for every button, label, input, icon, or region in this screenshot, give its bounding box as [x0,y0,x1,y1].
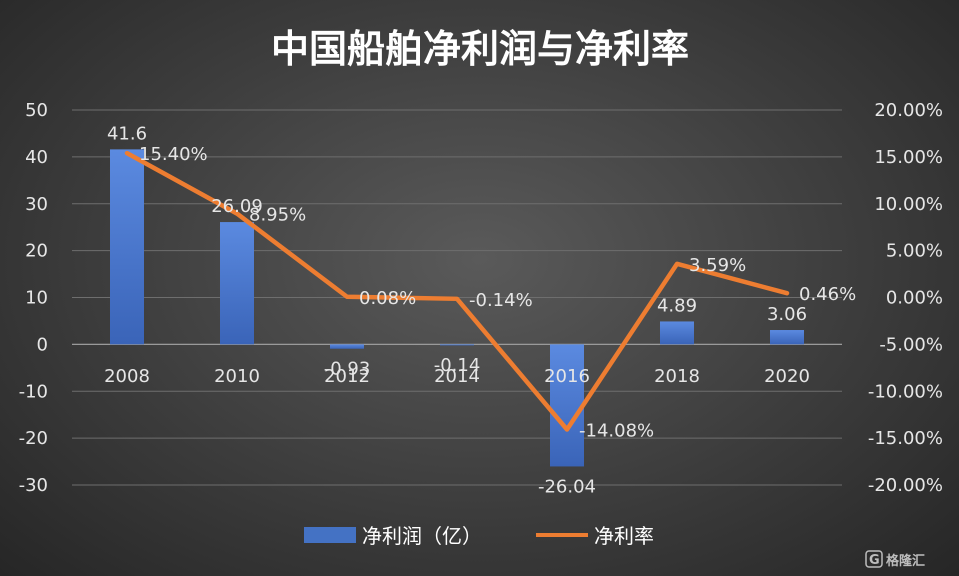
bar [550,344,584,467]
left-axis: 50 40 30 20 10 0 -10 -20 -30 [19,100,48,496]
bar [220,222,254,345]
bar-data-label: 26.09 [211,196,263,217]
x-tick-label: 2010 [214,366,260,387]
x-tick-label: 2018 [654,366,700,387]
data-labels: 41.6 26.09 -0.93 -0.14 -26.04 4.89 3.06 15.40% 8… [107,123,856,497]
bar-data-label: -0.93 [324,359,371,380]
bar-data-label: 41.6 [107,123,147,144]
bar [440,344,474,346]
watermark-logo-icon [865,550,883,568]
watermark-text: 格隆汇 [886,553,925,569]
x-tick-label: 2014 [434,366,480,387]
line-data-label: 3.59% [689,255,746,276]
line-path [124,150,790,432]
x-tick-label: 2016 [544,366,590,387]
watermark-logo-letter: G [869,553,880,568]
x-tick-label: 2008 [104,366,150,387]
legend-label-line: 净利率 [594,524,654,548]
legend: 净利润（亿） 净利率 [304,524,654,548]
y-left-tick: 0 [37,334,48,355]
bar-data-label: 3.06 [767,304,807,325]
bar-data-label: 4.89 [657,295,697,316]
y-right-tick: -20.00% [868,475,943,496]
y-right-tick: 20.00% [874,100,943,121]
y-right-tick: 15.00% [874,147,943,168]
bar-data-label: -26.04 [538,476,596,497]
y-right-tick: 10.00% [874,194,943,215]
line-series [124,150,790,432]
y-left-tick: 10 [25,288,48,309]
y-left-tick: 50 [25,100,48,121]
y-left-tick: 40 [25,147,48,168]
y-right-tick: -5.00% [879,334,943,355]
x-tick-label: 2020 [764,366,810,387]
bar [660,321,694,345]
y-left-tick: 20 [25,241,48,262]
bar-data-label: -0.14 [434,355,481,376]
watermark: G 格隆汇 [865,550,925,569]
line-data-label: 0.08% [359,288,416,309]
right-axis: 20.00% 15.00% 10.00% 5.00% 0.00% -5.00% -10.00… [868,100,943,496]
y-right-tick: 0.00% [886,288,943,309]
line-data-label: -0.14% [469,290,533,311]
y-left-tick: -30 [19,475,48,496]
line-data-label: 0.46% [799,284,856,305]
bar [110,149,144,345]
y-right-tick: 5.00% [886,241,943,262]
y-left-tick: -10 [19,381,48,402]
legend-swatch-bar [304,527,356,543]
bar [770,330,804,345]
line-data-label: 8.95% [249,205,306,226]
line-data-label: 15.40% [139,144,208,165]
y-right-tick: -15.00% [868,428,943,449]
y-left-tick: -20 [19,428,48,449]
bar [330,344,364,349]
x-axis: 2008 2010 2012 2014 2016 2018 2020 [104,366,810,387]
chart-title: 中国船舶净利润与净利率 [271,27,689,71]
y-left-tick: 30 [25,194,48,215]
y-right-tick: -10.00% [868,381,943,402]
x-tick-label: 2012 [324,366,370,387]
bar-series [110,149,804,467]
legend-label-bar: 净利润（亿） [362,524,482,548]
line-data-label: -14.08% [579,421,654,442]
